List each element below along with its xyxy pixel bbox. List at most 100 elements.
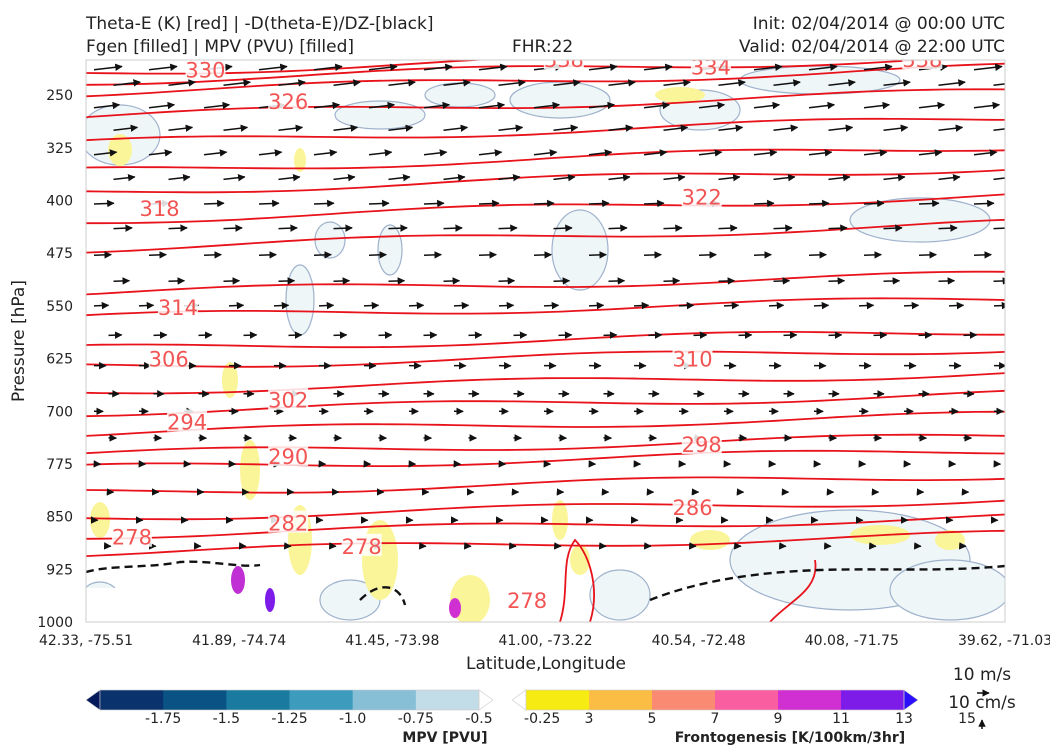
theta-e-contour-8 — [86, 218, 1005, 254]
wind-vector — [753, 63, 783, 72]
theta-e-contour-15 — [86, 410, 1005, 437]
wind-vector — [333, 331, 348, 339]
y-tick-label-8: 850 — [46, 510, 73, 526]
wind-vector — [368, 101, 396, 110]
theta-e-contour-19 — [86, 499, 1005, 521]
dthetae-dz-contours — [86, 560, 1005, 606]
wind-vector — [828, 224, 848, 232]
theta-e-contour-6 — [86, 169, 1005, 194]
x-tick-label-4: 40.54, -72.48 — [652, 633, 746, 649]
theta-e-contour-20 — [86, 513, 1005, 540]
wind-vector — [533, 149, 558, 157]
wind-vector — [938, 79, 966, 87]
theta-e-label: 282 — [268, 512, 308, 536]
mpv-colorbar-swatch — [100, 690, 164, 710]
wind-vector — [643, 251, 662, 259]
wind-vector — [883, 124, 909, 132]
wind-vector — [768, 301, 785, 310]
dthetae-dz-contour — [86, 560, 1005, 602]
theta-e-contour-14 — [86, 389, 1005, 418]
y-tick-label-0: 250 — [46, 88, 73, 104]
theta-e-label-bg — [672, 346, 713, 369]
wind-vector — [643, 199, 665, 208]
wind-vector — [718, 79, 746, 87]
wind-vector — [993, 301, 1005, 310]
theta-e-label: 318 — [139, 197, 179, 221]
fgen-colorbar-tick: 5 — [648, 711, 657, 727]
y-tick-label-6: 700 — [46, 404, 73, 420]
fgen-colorbar-frame — [525, 689, 905, 711]
theta-e-label: 338 — [902, 48, 942, 72]
vector-key-vertical-label: 10 cm/s — [948, 693, 1016, 713]
theta-e-contour-lowlevel — [559, 538, 595, 622]
fgen-colorbar-extend-high — [903, 689, 919, 711]
wind-vector — [368, 63, 398, 72]
terrain-mask — [86, 588, 230, 622]
x-axis: 42.33, -75.51 41.89, -74.74 41.45, -73.98 4… — [39, 633, 1050, 649]
wind-vector — [453, 301, 470, 310]
wind-vector — [168, 173, 191, 182]
wind-vector — [588, 63, 618, 72]
frontogenesis-colorbar: 3 5 7 9 11 13 15 — [511, 689, 976, 727]
mpv-colorbar-swatch — [163, 690, 227, 710]
x-tick-label-0: 42.33, -75.51 — [39, 633, 133, 649]
y-tick-label-5: 625 — [46, 352, 73, 368]
wind-vector — [388, 173, 411, 182]
wind-vector — [93, 301, 110, 310]
theta-e-label-bg — [185, 60, 226, 80]
x-tick-label-5: 40.08, -71.75 — [805, 633, 899, 649]
wind-vector — [938, 277, 956, 285]
wind-vector — [368, 199, 390, 208]
wind-vector — [478, 63, 508, 72]
wind-vector — [918, 199, 940, 208]
theta-e-label: 290 — [268, 445, 308, 469]
wind-vector — [498, 79, 526, 87]
fgen-colorbar-swatch — [778, 690, 842, 710]
wind-vector — [773, 224, 793, 232]
wind-vector — [608, 224, 628, 232]
wind-vector — [698, 251, 717, 259]
wind-vector — [643, 63, 673, 72]
wind-vector — [863, 101, 891, 110]
wind-vector — [278, 277, 296, 285]
mpv-colorbar-tick: -1.25 — [271, 711, 307, 727]
wind-vector — [698, 101, 726, 110]
mpv-region-9 — [285, 264, 315, 336]
theta-e-label: 310 — [672, 347, 712, 371]
mpv-colorbar-tick: -0.25 — [524, 711, 560, 727]
wind-vector — [388, 277, 406, 285]
wind-vector — [368, 149, 393, 157]
wind-vector — [223, 124, 249, 132]
fgen-region-11 — [690, 530, 730, 550]
init-time: Init: 02/04/2014 @ 00:00 UTC — [752, 14, 1005, 34]
wind-vector — [423, 149, 448, 157]
wind-vector — [203, 251, 222, 259]
wind-vector — [478, 251, 497, 259]
x-axis-label: Latitude,Longitude — [466, 654, 626, 674]
theta-e-contour-9 — [86, 270, 1005, 296]
mpv-colorbar-swatch — [352, 690, 417, 710]
wind-vector — [973, 199, 995, 208]
wind-vector — [333, 224, 353, 232]
wind-vector — [273, 301, 290, 310]
theta-e-label-bg — [139, 195, 180, 218]
wind-vector — [333, 124, 359, 132]
x-tick-label-2: 41.45, -73.98 — [345, 633, 439, 649]
wind-vector — [313, 63, 343, 72]
theta-e-label: 278 — [112, 526, 152, 550]
fgen-max-1 — [265, 588, 275, 612]
mpv-region-7 — [551, 209, 609, 291]
wind-vector — [918, 149, 943, 157]
wind-vector — [883, 173, 906, 182]
x-tick-label-6: 39.62, -71.03 — [958, 633, 1050, 649]
wind-vector — [108, 331, 123, 339]
y-tick-label-10: 1000 — [37, 615, 73, 631]
wind-vector — [423, 101, 451, 110]
title-line-2: Fgen [filled] | MPV (PVU) [filled] — [86, 37, 355, 57]
wind-vector — [443, 224, 463, 232]
y-axis-label: Pressure [hPa] — [9, 280, 29, 402]
wind-vector — [553, 79, 581, 87]
wind-vector — [663, 79, 691, 87]
wind-vector — [378, 331, 393, 339]
theta-e-label: 278 — [342, 535, 382, 559]
